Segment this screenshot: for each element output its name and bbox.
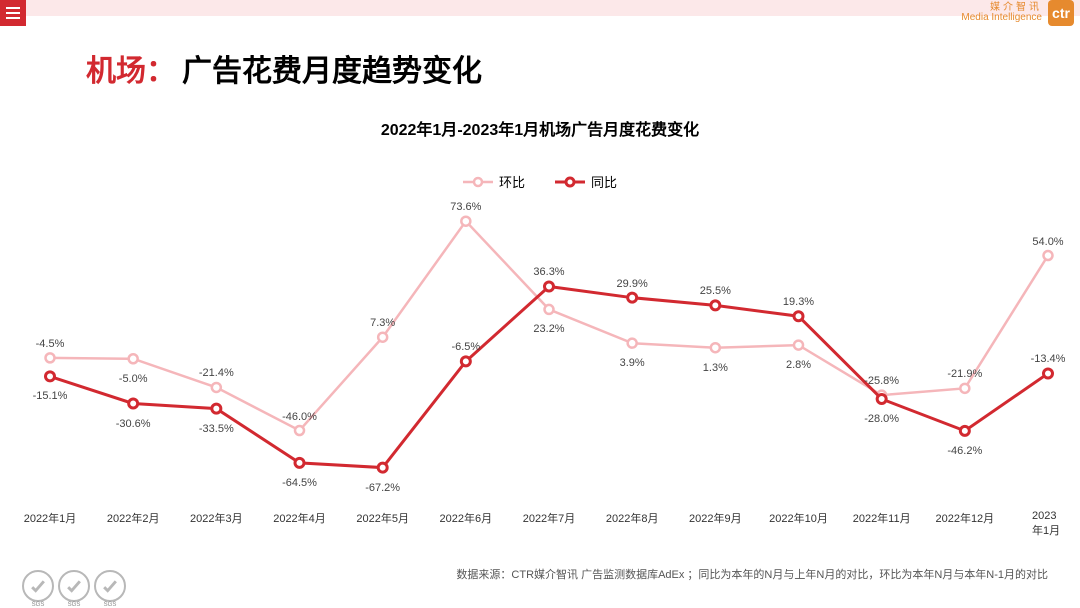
data-label: -64.5%: [282, 477, 317, 489]
data-label: -67.2%: [365, 482, 400, 494]
x-axis-label: 2023年1月: [1032, 510, 1064, 538]
data-label: -4.5%: [36, 338, 65, 350]
data-label: 73.6%: [450, 201, 481, 213]
data-label: 19.3%: [783, 296, 814, 308]
x-axis-label: 2022年3月: [190, 510, 243, 526]
data-label: -46.0%: [282, 411, 317, 423]
x-axis-label: 2022年10月: [769, 510, 828, 526]
data-label: -25.8%: [864, 375, 899, 387]
data-label: 3.9%: [620, 357, 645, 369]
data-label: 1.3%: [703, 362, 728, 374]
x-axis-label: 2022年2月: [107, 510, 160, 526]
data-label: -15.1%: [33, 390, 68, 402]
x-axis-label: 2022年6月: [440, 510, 493, 526]
sgs-badge: [58, 570, 90, 602]
data-label: 23.2%: [533, 323, 564, 335]
data-label: -28.0%: [864, 413, 899, 425]
data-label: -6.5%: [451, 341, 480, 353]
data-source-note: 数据来源：CTR媒介智讯 广告监测数据库AdEx ；同比为本年的N月与上年N月的…: [0, 566, 1080, 582]
data-label: -21.9%: [947, 368, 982, 380]
x-axis-label: 2022年11月: [853, 510, 911, 526]
data-label: 2.8%: [786, 359, 811, 371]
data-label: -30.6%: [116, 418, 151, 430]
data-label: -46.2%: [947, 445, 982, 457]
x-axis-label: 2022年4月: [273, 510, 326, 526]
data-label: -33.5%: [199, 423, 234, 435]
x-axis-label: 2022年9月: [689, 510, 742, 526]
sgs-badge: [22, 570, 54, 602]
x-axis-label: 2022年1月: [24, 510, 77, 526]
sgs-badge: [94, 570, 126, 602]
data-label: 36.3%: [533, 266, 564, 278]
data-label: 29.9%: [617, 278, 648, 290]
x-axis-label: 2022年7月: [523, 510, 576, 526]
data-label: -13.4%: [1031, 353, 1066, 365]
x-axis-label: 2022年12月: [935, 510, 994, 526]
data-label: -5.0%: [119, 373, 148, 385]
x-axis-label: 2022年5月: [356, 510, 409, 526]
certification-badges: [22, 570, 126, 602]
data-label: 54.0%: [1032, 236, 1063, 248]
chart-canvas: [0, 0, 1080, 560]
x-axis-label: 2022年8月: [606, 510, 659, 526]
data-label: -21.4%: [199, 367, 234, 379]
data-label: 7.3%: [370, 317, 395, 329]
data-label: 25.5%: [700, 285, 731, 297]
